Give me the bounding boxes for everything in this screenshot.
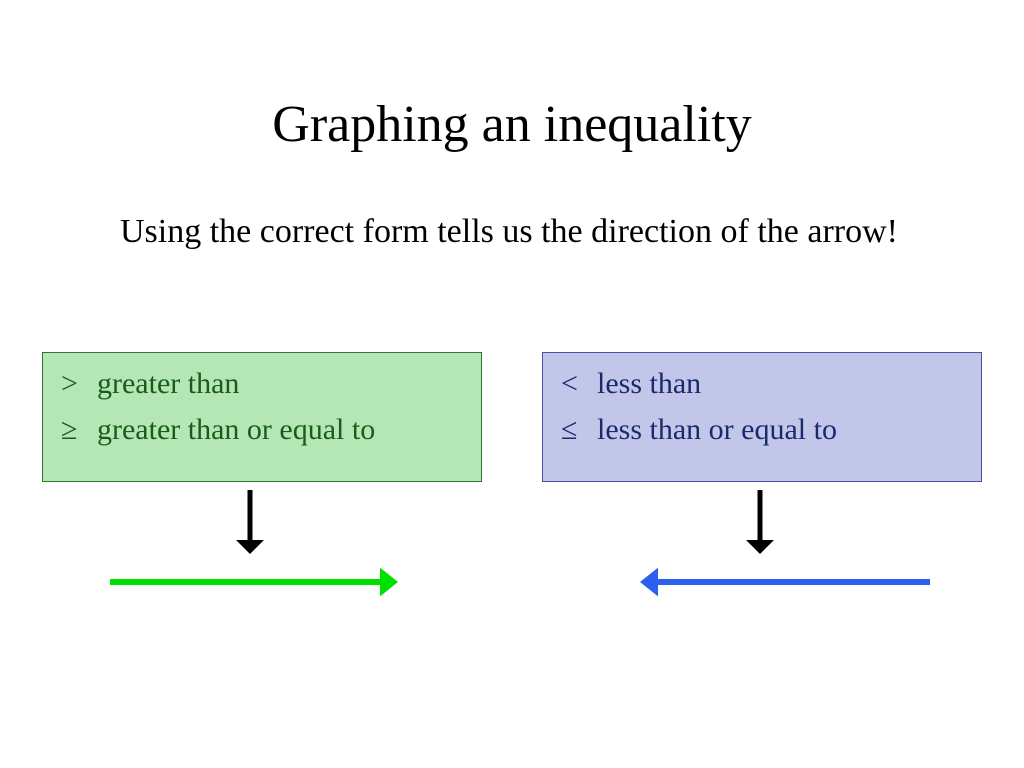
gte-symbol: ≥: [61, 413, 83, 447]
less-than-box: < less than ≤ less than or equal to: [542, 352, 982, 482]
lte-symbol: ≤: [561, 413, 583, 447]
arrows-diagram: [0, 482, 1024, 682]
lte-line: ≤ less than or equal to: [561, 413, 963, 447]
lt-line: < less than: [561, 367, 963, 401]
gte-label: greater than or equal to: [97, 413, 375, 447]
gt-label: greater than: [97, 367, 239, 401]
gte-line: ≥ greater than or equal to: [61, 413, 463, 447]
greater-than-box: > greater than ≥ greater than or equal t…: [42, 352, 482, 482]
gt-symbol: >: [61, 367, 83, 401]
lt-label: less than: [597, 367, 701, 401]
subtitle-text: Using the correct form tells us the dire…: [30, 154, 1024, 255]
lte-label: less than or equal to: [597, 413, 837, 447]
page-title: Graphing an inequality: [0, 0, 1024, 154]
boxes-row: > greater than ≥ greater than or equal t…: [42, 352, 982, 482]
gt-line: > greater than: [61, 367, 463, 401]
lt-symbol: <: [561, 367, 583, 401]
